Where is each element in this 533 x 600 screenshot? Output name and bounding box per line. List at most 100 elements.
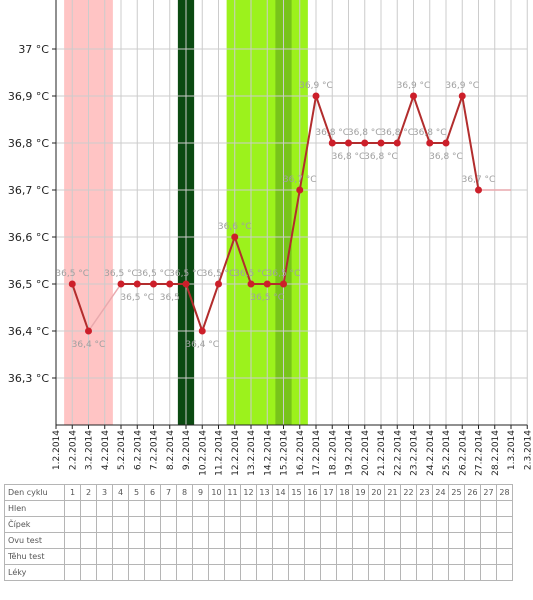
cycle-day-number: 12 — [240, 484, 257, 501]
temperature-line — [412, 95, 431, 144]
temperature-point — [345, 139, 352, 147]
temperature-label: 36,9 °C — [397, 81, 431, 91]
cycle-cell — [400, 500, 417, 517]
cycle-cell — [224, 564, 241, 581]
cycle-cell — [224, 500, 241, 517]
temperature-gap-line — [87, 283, 122, 332]
x-tick-label: 2.3.2014 — [523, 430, 533, 470]
cycle-cell — [160, 564, 177, 581]
cycle-cell — [192, 548, 209, 565]
cycle-cell — [368, 516, 385, 533]
cycle-cell — [320, 500, 337, 517]
cycle-cell — [64, 564, 81, 581]
chart-grid — [55, 0, 528, 425]
temperature-label: 36,5 °C — [137, 269, 171, 279]
cycle-cell — [464, 548, 481, 565]
temperature-label: 36,7 °C — [283, 175, 317, 185]
cycle-cell — [192, 532, 209, 549]
y-tick-label: 36,6 °C — [8, 231, 49, 244]
x-tick-label: 25.2.2014 — [442, 430, 452, 476]
cycle-day-number: 22 — [400, 484, 417, 501]
y-tick-label: 36,5 °C — [8, 278, 49, 291]
cycle-row-label: Těhu test — [4, 548, 65, 565]
cycle-day-number: 25 — [448, 484, 465, 501]
cycle-cell — [272, 516, 289, 533]
temperature-label: 36,5 — [160, 293, 180, 303]
cycle-cell — [384, 532, 401, 549]
cycle-cell — [160, 516, 177, 533]
cycle-cell — [256, 516, 273, 533]
cycle-row-label: Čípek — [4, 516, 65, 533]
cycle-cell — [336, 564, 353, 581]
cycle-cell — [128, 548, 145, 565]
cycle-cell — [256, 532, 273, 549]
temperature-point — [377, 139, 385, 147]
temperature-label: 36,9 °C — [299, 81, 333, 91]
cycle-cell — [304, 500, 321, 517]
cycle-cell — [176, 500, 193, 517]
cycle-cell — [192, 516, 209, 533]
cycle-cell — [64, 516, 81, 533]
cycle-day-number: 28 — [496, 484, 513, 501]
cycle-cell — [80, 516, 97, 533]
temperature-label: 36,5 °C — [250, 293, 284, 303]
cycle-cell — [480, 548, 497, 565]
cycle-cell — [64, 500, 81, 517]
cycle-cell — [304, 532, 321, 549]
cycle-table-row: Ovu test — [4, 532, 513, 549]
cycle-cell — [96, 548, 113, 565]
cycle-cell — [320, 564, 337, 581]
temperature-chart: 36,3 °C 36,4 °C 36,5 °C 36,6 °C 36,7 °C 36,8 … — [8, 0, 533, 476]
cycle-cell — [336, 548, 353, 565]
cycle-cell — [224, 516, 241, 533]
y-tick-label: 36,3 °C — [8, 372, 49, 385]
cycle-cell — [416, 564, 433, 581]
temperature-line — [282, 189, 301, 285]
cycle-cell — [352, 516, 369, 533]
cycle-day-number: 13 — [256, 484, 273, 501]
temperature-point — [215, 280, 222, 288]
cycle-cell — [352, 500, 369, 517]
cycle-cell — [272, 564, 289, 581]
x-tick-label: 26.2.2014 — [458, 430, 468, 476]
cycle-cell — [496, 564, 513, 581]
cycle-day-number: 11 — [224, 484, 241, 501]
temperature-point — [426, 139, 434, 147]
cycle-cell — [272, 532, 289, 549]
temperature-point — [117, 280, 125, 288]
cycle-table-row: Těhu test — [4, 548, 513, 565]
cycle-cell — [144, 532, 161, 549]
cycle-cell — [176, 548, 193, 565]
x-tick-label: 13.2.2014 — [247, 430, 257, 476]
temperature-labels: 36,5 °C36,4 °C36,5 °C36,5 °C36,5 °C36,53… — [55, 81, 495, 350]
cycle-cell — [464, 532, 481, 549]
cycle-cell — [80, 548, 97, 565]
cycle-cell — [272, 500, 289, 517]
cycle-cell — [256, 564, 273, 581]
cycle-cell — [464, 500, 481, 517]
temperature-label: 36,5 °C — [267, 269, 301, 279]
cycle-cell — [400, 532, 417, 549]
cycle-cell — [128, 500, 145, 517]
cycle-cell — [176, 516, 193, 533]
cycle-cell — [432, 516, 449, 533]
x-tick-label: 1.2.2014 — [52, 430, 62, 470]
temperature-label: 36,8 °C — [380, 128, 414, 138]
cycle-day-number: 4 — [112, 484, 129, 501]
temperature-line — [201, 283, 220, 332]
cycle-cell — [224, 532, 241, 549]
cycle-cell — [128, 564, 145, 581]
temperature-point — [68, 280, 76, 288]
cycle-cell — [336, 516, 353, 533]
x-tick-label: 11.2.2014 — [215, 430, 225, 476]
cycle-cell — [240, 564, 257, 581]
temperature-point — [280, 280, 287, 288]
temperature-line — [185, 283, 204, 332]
cycle-day-number: 7 — [160, 484, 177, 501]
x-tick-label: 2.2.2014 — [68, 430, 78, 470]
x-tick-label: 7.2.2014 — [150, 430, 160, 470]
x-tick-label: 20.2.2014 — [361, 430, 371, 476]
cycle-cell — [64, 532, 81, 549]
y-tick-label: 37 °C — [18, 43, 49, 56]
x-tick-label: 16.2.2014 — [296, 430, 306, 476]
